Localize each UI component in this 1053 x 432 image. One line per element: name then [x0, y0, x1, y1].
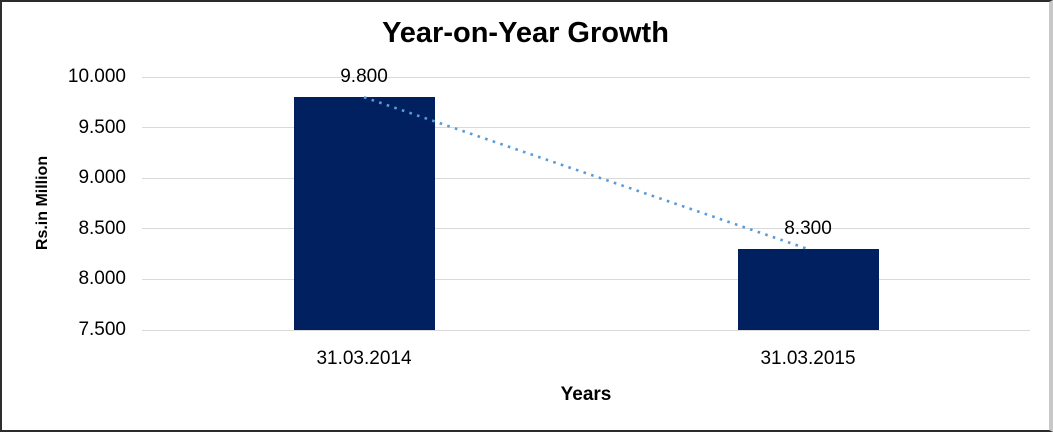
- y-axis-tick-label: 8.000: [78, 268, 126, 290]
- plot-area: [142, 76, 1030, 331]
- y-axis-tick-label: 9.000: [78, 167, 126, 189]
- y-axis-tick-label: 9.500: [78, 116, 126, 138]
- gridline: [142, 278, 1030, 280]
- y-axis-tick-label: 7.500: [78, 319, 126, 340]
- chart-title: Year-on-Year Growth: [382, 17, 669, 49]
- gridline: [142, 127, 1030, 129]
- x-axis-category-label: 31.03.2014: [316, 348, 412, 369]
- bar-value-label: 9.800: [340, 66, 388, 88]
- bar: [737, 249, 879, 330]
- x-axis-title: Years: [560, 384, 612, 405]
- y-axis-tick-label: 8.500: [78, 217, 126, 239]
- y-axis-tick-label: 10.000: [67, 66, 126, 87]
- trendline: [363, 96, 809, 251]
- x-axis-category-label: 31.03.2015: [760, 348, 856, 369]
- bar-value-label: 8.300: [784, 218, 832, 240]
- gridline: [142, 76, 1030, 78]
- gridline: [142, 228, 1030, 230]
- bar: [293, 97, 435, 330]
- gridline: [142, 329, 1030, 331]
- gridline: [142, 177, 1030, 179]
